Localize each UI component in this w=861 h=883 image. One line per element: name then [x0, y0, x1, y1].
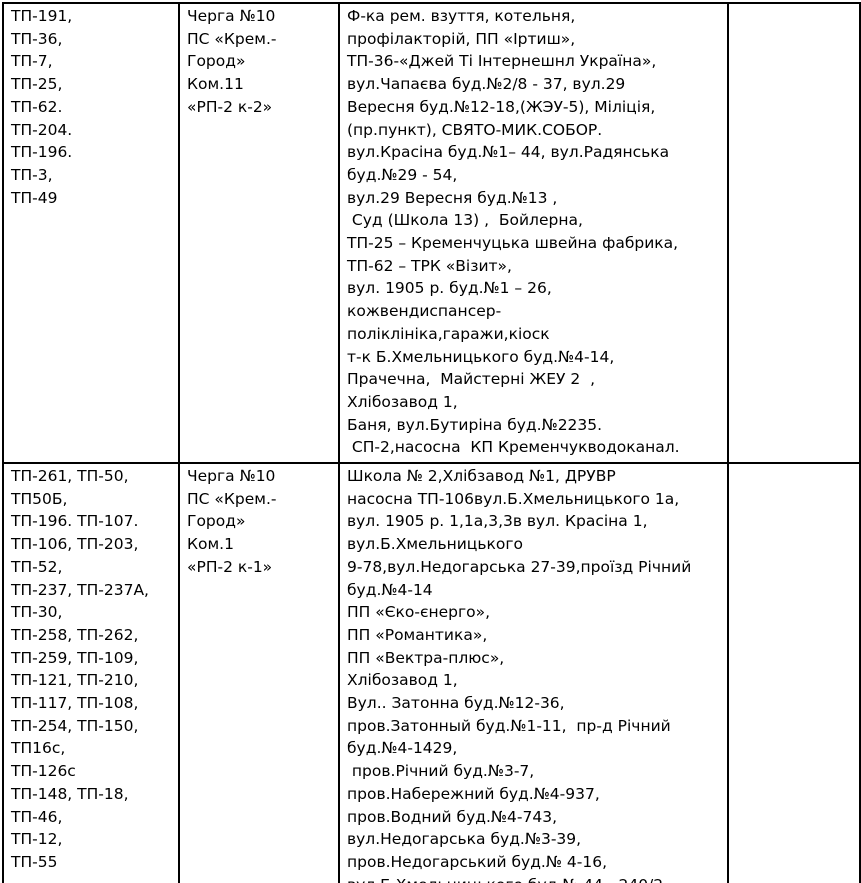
description-cell: Школа № 2,Хлібзавод №1, ДРУВР насосна ТП…	[338, 462, 729, 883]
table-row: ТП-191, ТП-36, ТП-7, ТП-25, ТП-62. ТП-20…	[2, 2, 861, 464]
queue-cell: Черга №10 ПС «Крем.- Город» Ком.11 «РП-2…	[178, 2, 340, 464]
tp-list-cell: ТП-191, ТП-36, ТП-7, ТП-25, ТП-62. ТП-20…	[2, 2, 180, 464]
tp-list-cell: ТП-261, ТП-50, ТП50Б, ТП-196. ТП-107. ТП…	[2, 462, 180, 883]
notes-cell	[727, 462, 861, 883]
table-row: ТП-261, ТП-50, ТП50Б, ТП-196. ТП-107. ТП…	[2, 462, 861, 883]
notes-cell	[727, 2, 861, 464]
queue-cell: Черга №10 ПС «Крем.- Город» Ком.1 «РП-2 …	[178, 462, 340, 883]
description-cell: Ф-ка рем. взуття, котельня, профілакторі…	[338, 2, 729, 464]
